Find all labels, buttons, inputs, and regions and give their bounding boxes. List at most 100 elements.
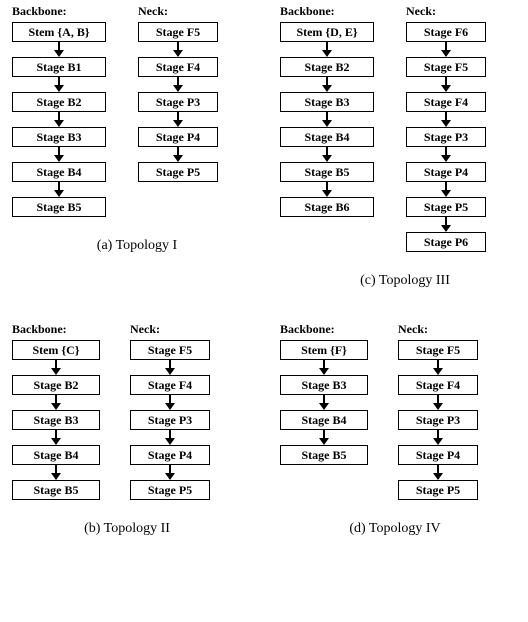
- backbone-node: Stem {F}: [280, 340, 368, 360]
- backbone-header: Backbone:: [12, 4, 106, 19]
- neck-column: Neck: Stage F5 Stage F4 Stage P3 Stage P4 Sta…: [398, 322, 478, 500]
- backbone-node: Stage B4: [12, 162, 106, 182]
- neck-node: Stage P3: [406, 127, 486, 147]
- arrow-down-icon: [441, 77, 451, 92]
- neck-node: Stage P4: [398, 445, 478, 465]
- arrow-down-icon: [322, 182, 332, 197]
- neck-header: Neck:: [130, 322, 210, 337]
- backbone-node: Stage B5: [12, 480, 100, 500]
- arrow-down-icon: [54, 182, 64, 197]
- arrow-down-icon: [51, 395, 61, 410]
- neck-node: Stage F4: [130, 375, 210, 395]
- arrow-down-icon: [54, 42, 64, 57]
- arrow-down-icon: [165, 395, 175, 410]
- arrow-down-icon: [173, 42, 183, 57]
- backbone-node: Stem {D, E}: [280, 22, 374, 42]
- arrow-down-icon: [441, 147, 451, 162]
- backbone-node: Stem {A, B}: [12, 22, 106, 42]
- topology-caption: (d) Topology IV: [330, 521, 460, 537]
- arrow-down-icon: [319, 395, 329, 410]
- topology-d: Backbone:Stem {F}Stage B3Stage B4Stage B…: [280, 322, 520, 622]
- backbone-node: Stage B2: [12, 92, 106, 112]
- neck-header: Neck:: [406, 4, 486, 19]
- arrow-down-icon: [173, 77, 183, 92]
- neck-column: Neck: Stage F6 Stage F5 Stage F4 Stage P3 Sta…: [406, 4, 486, 252]
- backbone-column: Backbone: Stem {A, B} Stage B1 Stage B2 Stag…: [12, 4, 106, 217]
- arrow-down-icon: [54, 147, 64, 162]
- neck-node: Stage F6: [406, 22, 486, 42]
- topology-c: Backbone: Stem {D, E} Stage B2 Stage B3 Stag…: [280, 4, 520, 304]
- arrow-down-icon: [322, 112, 332, 127]
- backbone-column: Backbone:Stem {F}Stage B3Stage B4Stage B…: [280, 322, 368, 465]
- neck-node: Stage P4: [406, 162, 486, 182]
- neck-node: Stage F4: [138, 57, 218, 77]
- neck-node: Stage F4: [406, 92, 486, 112]
- neck-node: Stage P3: [130, 410, 210, 430]
- arrow-down-icon: [433, 360, 443, 375]
- neck-header: Neck:: [138, 4, 218, 19]
- arrow-down-icon: [54, 112, 64, 127]
- backbone-node: Stage B5: [280, 445, 368, 465]
- backbone-node: Stage B2: [12, 375, 100, 395]
- arrow-down-icon: [433, 395, 443, 410]
- backbone-node: Stage B3: [280, 92, 374, 112]
- neck-node: Stage F5: [406, 57, 486, 77]
- neck-column: Neck: Stage F5 Stage F4 Stage P3 Stage P4 Sta…: [138, 4, 218, 182]
- neck-node: Stage F5: [398, 340, 478, 360]
- arrow-down-icon: [51, 430, 61, 445]
- backbone-node: Stem {C}: [12, 340, 100, 360]
- neck-node: Stage P3: [138, 92, 218, 112]
- neck-node: Stage P5: [406, 197, 486, 217]
- arrow-down-icon: [322, 147, 332, 162]
- neck-node: Stage F5: [138, 22, 218, 42]
- neck-column: Neck: Stage F5 Stage F4 Stage P3 Stage P4 Sta…: [130, 322, 210, 500]
- neck-node: Stage F4: [398, 375, 478, 395]
- arrow-down-icon: [54, 77, 64, 92]
- backbone-node: Stage B4: [280, 127, 374, 147]
- arrow-down-icon: [441, 42, 451, 57]
- arrow-down-icon: [51, 465, 61, 480]
- arrow-down-icon: [165, 430, 175, 445]
- topology-caption: (c) Topology III: [340, 273, 470, 289]
- neck-node: Stage P5: [398, 480, 478, 500]
- neck-node: Stage P5: [130, 480, 210, 500]
- arrow-down-icon: [433, 465, 443, 480]
- arrow-down-icon: [51, 360, 61, 375]
- arrow-down-icon: [322, 42, 332, 57]
- topology-caption: (a) Topology I: [72, 238, 202, 254]
- backbone-node: Stage B1: [12, 57, 106, 77]
- neck-node: Stage F5: [130, 340, 210, 360]
- backbone-node: Stage B3: [280, 375, 368, 395]
- neck-node: Stage P3: [398, 410, 478, 430]
- arrow-down-icon: [165, 360, 175, 375]
- backbone-node: Stage B5: [12, 197, 106, 217]
- backbone-node: Stage B3: [12, 127, 106, 147]
- neck-header: Neck:: [398, 322, 478, 337]
- arrow-down-icon: [441, 217, 451, 232]
- backbone-node: Stage B5: [280, 162, 374, 182]
- backbone-node: Stage B3: [12, 410, 100, 430]
- neck-node: Stage P5: [138, 162, 218, 182]
- topology-caption: (b) Topology II: [62, 521, 192, 537]
- arrow-down-icon: [441, 112, 451, 127]
- neck-node: Stage P4: [130, 445, 210, 465]
- backbone-column: Backbone: Stem {C} Stage B2 Stage B3 Stage B…: [12, 322, 100, 500]
- arrow-down-icon: [173, 147, 183, 162]
- arrow-down-icon: [322, 77, 332, 92]
- arrow-down-icon: [441, 182, 451, 197]
- arrow-down-icon: [319, 360, 329, 375]
- backbone-header: Backbone:: [12, 322, 100, 337]
- arrow-down-icon: [165, 465, 175, 480]
- backbone-header: Backbone:: [280, 4, 374, 19]
- arrow-down-icon: [173, 112, 183, 127]
- neck-node: Stage P6: [406, 232, 486, 252]
- backbone-node: Stage B4: [12, 445, 100, 465]
- topology-a: Backbone: Stem {A, B} Stage B1 Stage B2 Stag…: [12, 4, 252, 304]
- backbone-node: Stage B6: [280, 197, 374, 217]
- arrow-down-icon: [319, 430, 329, 445]
- backbone-node: Stage B2: [280, 57, 374, 77]
- arrow-down-icon: [433, 430, 443, 445]
- backbone-column: Backbone: Stem {D, E} Stage B2 Stage B3 Stag…: [280, 4, 374, 217]
- backbone-node: Stage B4: [280, 410, 368, 430]
- neck-node: Stage P4: [138, 127, 218, 147]
